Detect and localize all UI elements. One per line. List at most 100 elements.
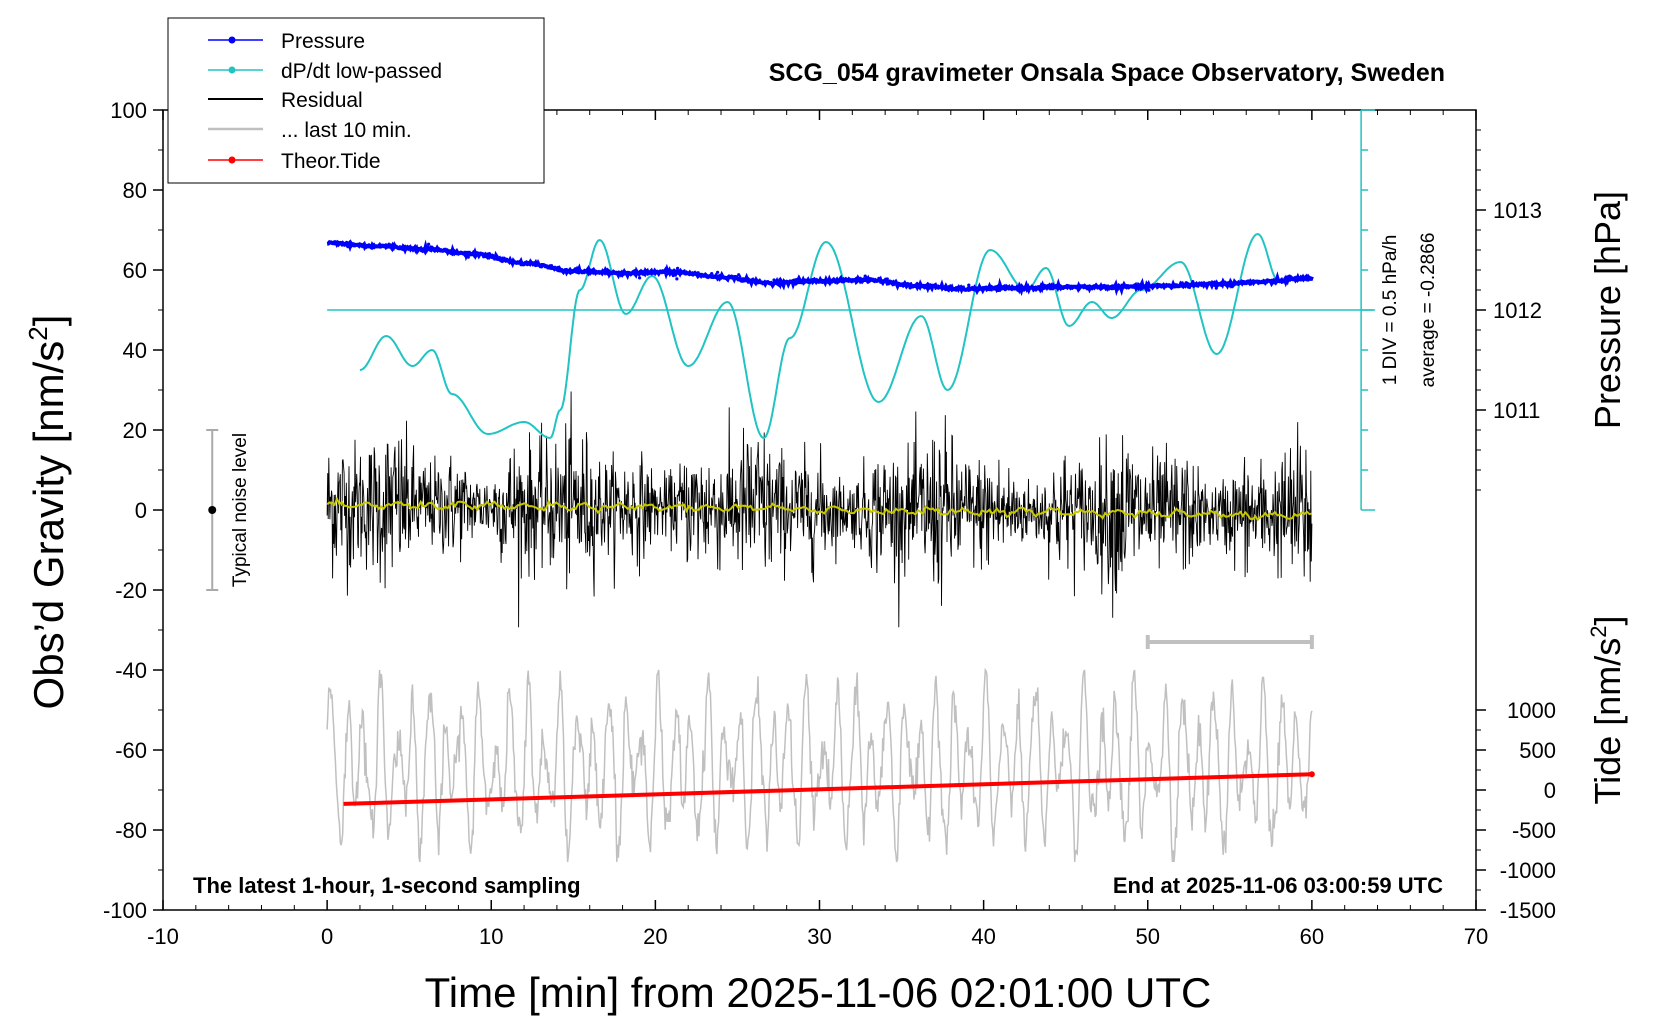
tide-line bbox=[343, 772, 1312, 806]
pressure-point bbox=[675, 277, 679, 281]
pressure-point bbox=[1188, 285, 1192, 289]
pressure-point bbox=[475, 252, 479, 256]
pressure-point bbox=[967, 283, 971, 287]
pressure-point bbox=[556, 265, 561, 269]
pressure-point bbox=[671, 273, 676, 278]
y-axis-title: Obs’d Gravity [nm/s2] bbox=[23, 315, 72, 710]
pressure-axis-title: Pressure [hPa] bbox=[1587, 191, 1628, 429]
pressure-tick-label: 1013 bbox=[1493, 198, 1542, 223]
x-tick-label: 30 bbox=[807, 924, 831, 949]
pressure-point bbox=[877, 276, 881, 280]
pressure-point bbox=[1003, 288, 1007, 292]
pressure-point bbox=[584, 269, 588, 273]
pressure-point bbox=[821, 280, 825, 284]
tide-tick-label: -500 bbox=[1512, 818, 1556, 843]
legend-marker-dpdt bbox=[228, 66, 236, 74]
x-tick-label: 50 bbox=[1136, 924, 1160, 949]
footer-left: The latest 1-hour, 1-second sampling bbox=[193, 873, 581, 898]
y-axis-title-main: Obs’d Gravity [nm/s bbox=[25, 341, 72, 710]
pressure-point bbox=[1016, 288, 1020, 292]
legend-box bbox=[167, 17, 545, 184]
tide-end-point bbox=[1308, 771, 1315, 778]
pressure-point bbox=[1180, 281, 1184, 285]
pressure-point bbox=[984, 285, 988, 289]
pressure-point bbox=[626, 271, 630, 275]
pressure-point bbox=[1263, 279, 1267, 283]
pressure-point bbox=[573, 267, 578, 271]
pressure-point bbox=[346, 245, 350, 249]
legend-marker-tide bbox=[228, 156, 236, 164]
pressure-point bbox=[689, 272, 693, 276]
pressure-point bbox=[737, 273, 741, 277]
pressure-point bbox=[944, 287, 948, 292]
pressure-point bbox=[676, 266, 680, 270]
tide-tick-label: 0 bbox=[1544, 778, 1556, 803]
pressure-point bbox=[1106, 287, 1111, 291]
noise-center-dot bbox=[208, 506, 217, 514]
pressure-point bbox=[459, 251, 463, 255]
pressure-point bbox=[727, 276, 731, 280]
pressure-point bbox=[1273, 280, 1277, 285]
x-tick-label: 70 bbox=[1464, 924, 1488, 949]
noise-label: Typical noise level bbox=[230, 433, 251, 587]
y-tick-label: -80 bbox=[115, 818, 147, 843]
residual-line bbox=[326, 391, 1313, 628]
last10-line bbox=[326, 667, 1313, 863]
pressure-point bbox=[742, 277, 746, 281]
pressure-point bbox=[372, 246, 376, 250]
dpdt-line bbox=[359, 232, 1280, 440]
pressure-point bbox=[612, 270, 617, 274]
pressure-point bbox=[466, 255, 470, 259]
pressure-point bbox=[349, 241, 353, 245]
tide-axis-title-close: ] bbox=[1587, 616, 1628, 626]
y-tick-label: -40 bbox=[115, 658, 147, 683]
pressure-point bbox=[710, 272, 714, 276]
pressure-point bbox=[638, 276, 642, 280]
pressure-point bbox=[665, 269, 669, 273]
pressure-point bbox=[1191, 280, 1195, 284]
pressure-point bbox=[1230, 285, 1234, 289]
pressure-point bbox=[697, 273, 701, 277]
legend-label-last10: ... last 10 min. bbox=[281, 119, 412, 142]
x-tick-label: 40 bbox=[971, 924, 995, 949]
pressure-point bbox=[917, 285, 921, 289]
x-axis: -10 0 10 20 30 40 50 60 70 bbox=[147, 110, 1488, 949]
y-tick-label: 0 bbox=[135, 498, 147, 523]
chart-title: SCG_054 gravimeter Onsala Space Observat… bbox=[769, 59, 1445, 87]
pressure-point bbox=[1140, 285, 1144, 290]
pressure-point bbox=[1173, 285, 1177, 289]
last10-series bbox=[326, 667, 1313, 863]
pressure-point bbox=[485, 253, 489, 257]
pressure-point bbox=[1184, 281, 1188, 285]
dpdt-div-label: 1 DIV = 0.5 hPa/h bbox=[1380, 235, 1401, 386]
y-tick-label: 60 bbox=[123, 258, 147, 283]
pressure-point bbox=[382, 245, 387, 249]
pressure-point bbox=[813, 279, 817, 283]
pressure-point bbox=[863, 274, 867, 278]
pressure-point bbox=[967, 286, 971, 290]
tide-series bbox=[343, 771, 1315, 806]
pressure-point bbox=[864, 277, 869, 282]
pressure-point bbox=[1159, 285, 1163, 289]
dpdt-series bbox=[359, 232, 1280, 440]
pressure-point bbox=[938, 285, 942, 290]
pressure-point bbox=[488, 254, 492, 258]
x-axis-title: Time [min] from 2025-11-06 02:01:00 UTC bbox=[425, 969, 1212, 1016]
y-axis-gravity: -100 -80 -60 -40 -20 0 20 40 60 80 100 bbox=[103, 98, 163, 923]
pressure-point bbox=[823, 278, 828, 282]
pressure-point bbox=[885, 277, 889, 281]
pressure-point bbox=[1214, 286, 1218, 290]
pressure-point bbox=[638, 269, 643, 273]
tide-tick-label: -1500 bbox=[1500, 898, 1556, 923]
y-axis-title-close: ] bbox=[25, 315, 72, 327]
legend: Pressure dP/dt low-passed Residual ... l… bbox=[167, 17, 545, 184]
y-axis-tide: 1000 500 0 -500 -1000 -1500 bbox=[1476, 698, 1556, 923]
y-tick-label: -60 bbox=[115, 738, 147, 763]
legend-label-dpdt: dP/dt low-passed bbox=[281, 60, 442, 83]
y-tick-label: -20 bbox=[115, 578, 147, 603]
pressure-tick-label: 1012 bbox=[1493, 298, 1542, 323]
y-tick-label: -100 bbox=[103, 898, 147, 923]
pressure-point bbox=[745, 276, 749, 280]
legend-marker-pressure bbox=[228, 36, 236, 44]
